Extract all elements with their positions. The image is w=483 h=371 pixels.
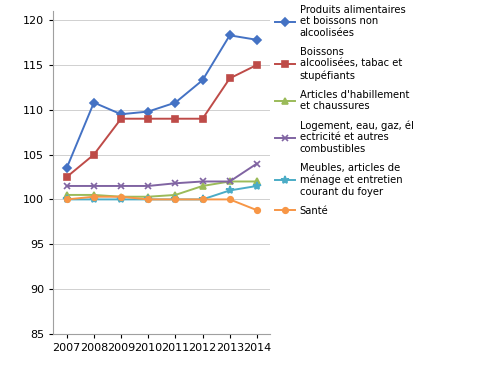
Produits alimentaires
et boissons non
alcoolisées — [118, 112, 124, 116]
Santé — [172, 197, 178, 202]
Articles d'habillement
et chaussures — [118, 194, 124, 199]
Articles d'habillement
et chaussures — [172, 193, 178, 197]
Meubles, articles de
ménage et entretien
courant du foyer — [172, 197, 178, 202]
Meubles, articles de
ménage et entretien
courant du foyer — [199, 197, 205, 202]
Produits alimentaires
et boissons non
alcoolisées — [172, 101, 178, 105]
Meubles, articles de
ménage et entretien
courant du foyer — [227, 188, 233, 193]
Logement, eau, gaz, él
ectricité et autres
combustibles — [172, 181, 178, 186]
Logement, eau, gaz, él
ectricité et autres
combustibles — [227, 179, 233, 184]
Line: Produits alimentaires
et boissons non
alcoolisées: Produits alimentaires et boissons non al… — [64, 33, 260, 171]
Meubles, articles de
ménage et entretien
courant du foyer — [254, 184, 260, 188]
Articles d'habillement
et chaussures — [254, 179, 260, 184]
Logement, eau, gaz, él
ectricité et autres
combustibles — [118, 184, 124, 188]
Meubles, articles de
ménage et entretien
courant du foyer — [145, 197, 151, 202]
Produits alimentaires
et boissons non
alcoolisées — [199, 78, 205, 82]
Boissons
alcoolisées, tabac et
stupéfiants — [227, 76, 233, 81]
Produits alimentaires
et boissons non
alcoolisées — [64, 166, 70, 170]
Produits alimentaires
et boissons non
alcoolisées — [254, 37, 260, 42]
Boissons
alcoolisées, tabac et
stupéfiants — [254, 63, 260, 67]
Articles d'habillement
et chaussures — [199, 184, 205, 188]
Produits alimentaires
et boissons non
alcoolisées — [227, 33, 233, 37]
Line: Santé: Santé — [64, 194, 260, 213]
Meubles, articles de
ménage et entretien
courant du foyer — [118, 197, 124, 202]
Boissons
alcoolisées, tabac et
stupéfiants — [91, 152, 97, 157]
Logement, eau, gaz, él
ectricité et autres
combustibles — [64, 184, 70, 188]
Articles d'habillement
et chaussures — [64, 193, 70, 197]
Boissons
alcoolisées, tabac et
stupéfiants — [118, 116, 124, 121]
Articles d'habillement
et chaussures — [145, 194, 151, 199]
Produits alimentaires
et boissons non
alcoolisées — [145, 109, 151, 114]
Logement, eau, gaz, él
ectricité et autres
combustibles — [199, 179, 205, 184]
Articles d'habillement
et chaussures — [91, 193, 97, 197]
Logement, eau, gaz, él
ectricité et autres
combustibles — [254, 161, 260, 166]
Boissons
alcoolisées, tabac et
stupéfiants — [64, 175, 70, 179]
Santé — [199, 197, 205, 202]
Santé — [145, 197, 151, 202]
Line: Articles d'habillement
et chaussures: Articles d'habillement et chaussures — [64, 179, 260, 200]
Meubles, articles de
ménage et entretien
courant du foyer — [64, 197, 70, 202]
Produits alimentaires
et boissons non
alcoolisées — [91, 101, 97, 105]
Line: Logement, eau, gaz, él
ectricité et autres
combustibles: Logement, eau, gaz, él ectricité et autr… — [63, 160, 260, 190]
Meubles, articles de
ménage et entretien
courant du foyer — [91, 197, 97, 202]
Santé — [227, 197, 233, 202]
Legend: Produits alimentaires
et boissons non
alcoolisées, Boissons
alcoolisées, tabac e: Produits alimentaires et boissons non al… — [275, 5, 414, 216]
Santé — [254, 208, 260, 212]
Logement, eau, gaz, él
ectricité et autres
combustibles — [145, 184, 151, 188]
Santé — [118, 194, 124, 199]
Boissons
alcoolisées, tabac et
stupéfiants — [172, 116, 178, 121]
Line: Boissons
alcoolisées, tabac et
stupéfiants: Boissons alcoolisées, tabac et stupéfian… — [64, 62, 260, 180]
Boissons
alcoolisées, tabac et
stupéfiants — [145, 116, 151, 121]
Logement, eau, gaz, él
ectricité et autres
combustibles — [91, 184, 97, 188]
Santé — [64, 197, 70, 202]
Santé — [91, 194, 97, 199]
Articles d'habillement
et chaussures — [227, 179, 233, 184]
Boissons
alcoolisées, tabac et
stupéfiants — [199, 116, 205, 121]
Line: Meubles, articles de
ménage et entretien
courant du foyer: Meubles, articles de ménage et entretien… — [62, 182, 261, 204]
